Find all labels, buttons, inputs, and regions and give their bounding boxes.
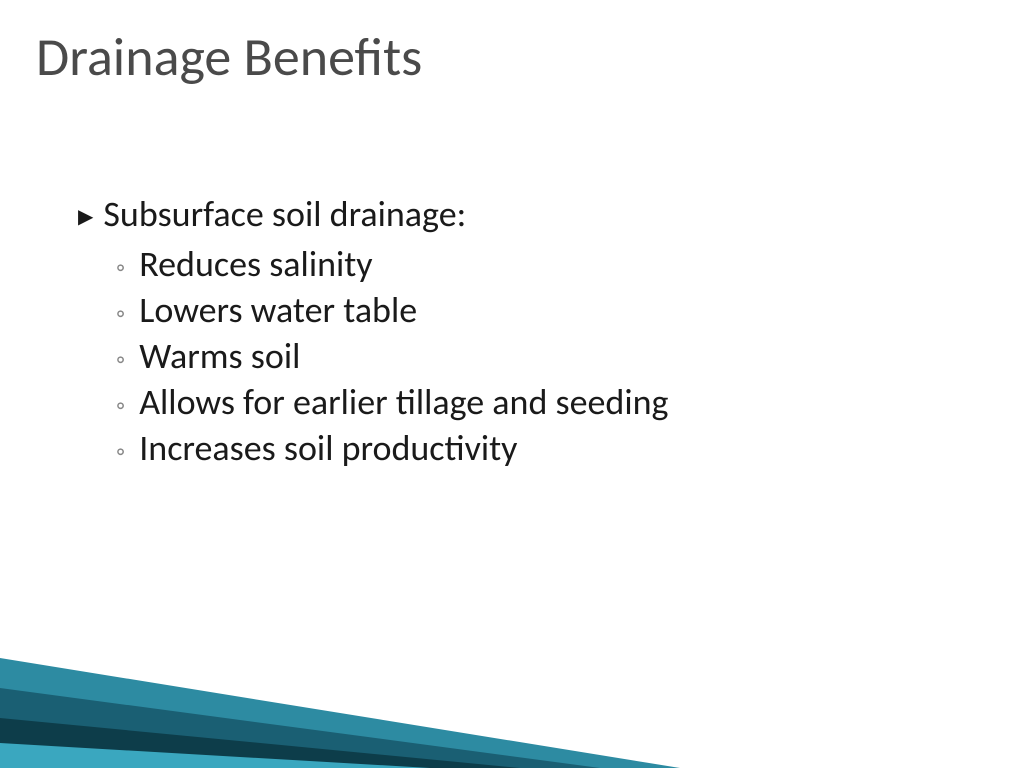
slide-container: Drainage Benefits ▶ Subsurface soil drai… [0,0,1024,768]
circle-bullet-icon: ◦ [116,389,125,421]
level2-text: Increases soil productivity [139,426,517,470]
circle-bullet-icon: ◦ [116,435,125,467]
stripe-1 [0,658,680,768]
bullet-level2: ◦ Allows for earlier tillage and seeding [116,380,984,424]
slide-title: Drainage Benefits [36,24,422,90]
bullet-level2: ◦ Reduces salinity [116,242,984,286]
bullet-level2: ◦ Lowers water table [116,288,984,332]
circle-bullet-icon: ◦ [116,343,125,375]
circle-bullet-icon: ◦ [116,251,125,283]
level2-text: Allows for earlier tillage and seeding [139,380,668,424]
level2-text: Lowers water table [139,288,417,332]
bullet-level1: ▶ Subsurface soil drainage: [78,192,984,236]
level2-text: Warms soil [139,334,300,378]
stripe-2 [0,688,600,768]
stripe-3 [0,718,520,768]
level2-text: Reduces salinity [139,242,372,286]
bullet-level2: ◦ Increases soil productivity [116,426,984,470]
circle-bullet-icon: ◦ [116,297,125,329]
stripe-4 [0,743,430,768]
corner-decoration [0,588,1024,768]
level1-text: Subsurface soil drainage: [103,192,466,236]
slide-body: ▶ Subsurface soil drainage: ◦ Reduces sa… [78,192,984,472]
triangle-bullet-icon: ▶ [78,204,93,229]
bullet-level2: ◦ Warms soil [116,334,984,378]
